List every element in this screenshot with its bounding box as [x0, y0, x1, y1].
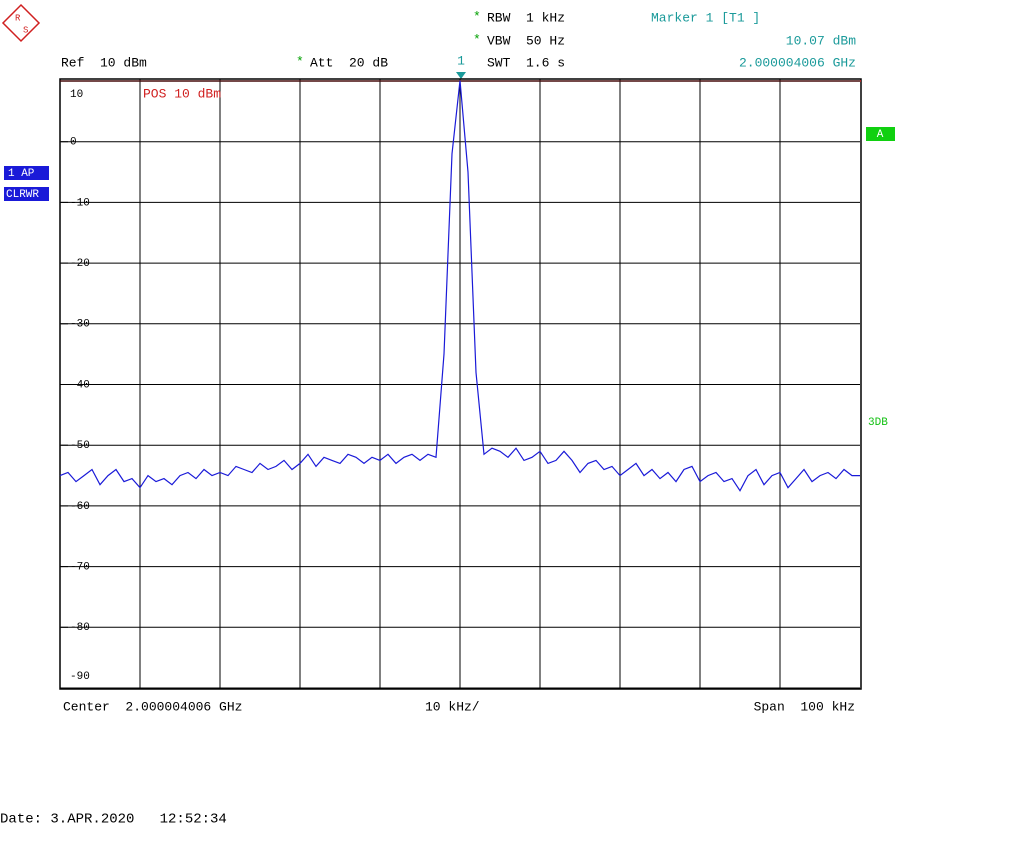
star: * [296, 54, 304, 69]
logo: R S [1, 3, 41, 43]
rbw: RBW 1 kHz [487, 10, 565, 25]
side-a-box [866, 127, 895, 141]
logo-letter: R [15, 13, 21, 23]
marker-frequency: 2.000004006 GHz [739, 55, 856, 70]
division: 10 kHz/ [425, 699, 480, 714]
y-tick-label: -70 [70, 562, 90, 574]
date: Date: 3.APR.2020 12:52:34 [0, 812, 227, 828]
star: * [473, 32, 481, 47]
marker-title: Marker 1 [T1 ] [651, 10, 760, 25]
marker-id: 1 [457, 53, 465, 68]
center-frequency: Center 2.000004006 GHz [63, 699, 242, 714]
y-tick-label: -80 [70, 622, 90, 634]
y-tick-label: -90 [70, 671, 90, 683]
trace-tag-box [4, 166, 49, 180]
y-tick-label: 0 [70, 137, 77, 149]
trace-mode: CLRWR [6, 189, 39, 201]
star: * [473, 9, 481, 24]
y-tick-label: -20 [70, 258, 90, 270]
vbw: VBW 50 Hz [487, 33, 565, 48]
marker-level: 10.07 dBm [786, 33, 856, 48]
side-3db: 3DB [868, 417, 888, 429]
logo-diamond [1, 3, 41, 43]
marker-triangle [456, 72, 466, 79]
span: Span 100 kHz [754, 699, 855, 714]
side-a: A [877, 129, 884, 141]
trace-mode-box [4, 187, 49, 201]
y-tick-label: -30 [70, 319, 90, 331]
y-tick-label: -50 [70, 440, 90, 452]
pos-label: POS 10 dBm [143, 86, 221, 101]
attenuation: Att 20 dB [310, 55, 388, 70]
y-tick-label: -40 [70, 379, 90, 391]
trace-tag: 1 AP [8, 168, 35, 180]
logo-letter: S [23, 25, 28, 35]
trace [59, 80, 860, 492]
y-tick-label: 10 [70, 89, 83, 101]
sweep-time: SWT 1.6 s [487, 55, 565, 70]
y-tick-label: -60 [70, 501, 90, 513]
ref-level: Ref 10 dBm [61, 55, 147, 70]
y-tick-label: -10 [70, 197, 90, 209]
